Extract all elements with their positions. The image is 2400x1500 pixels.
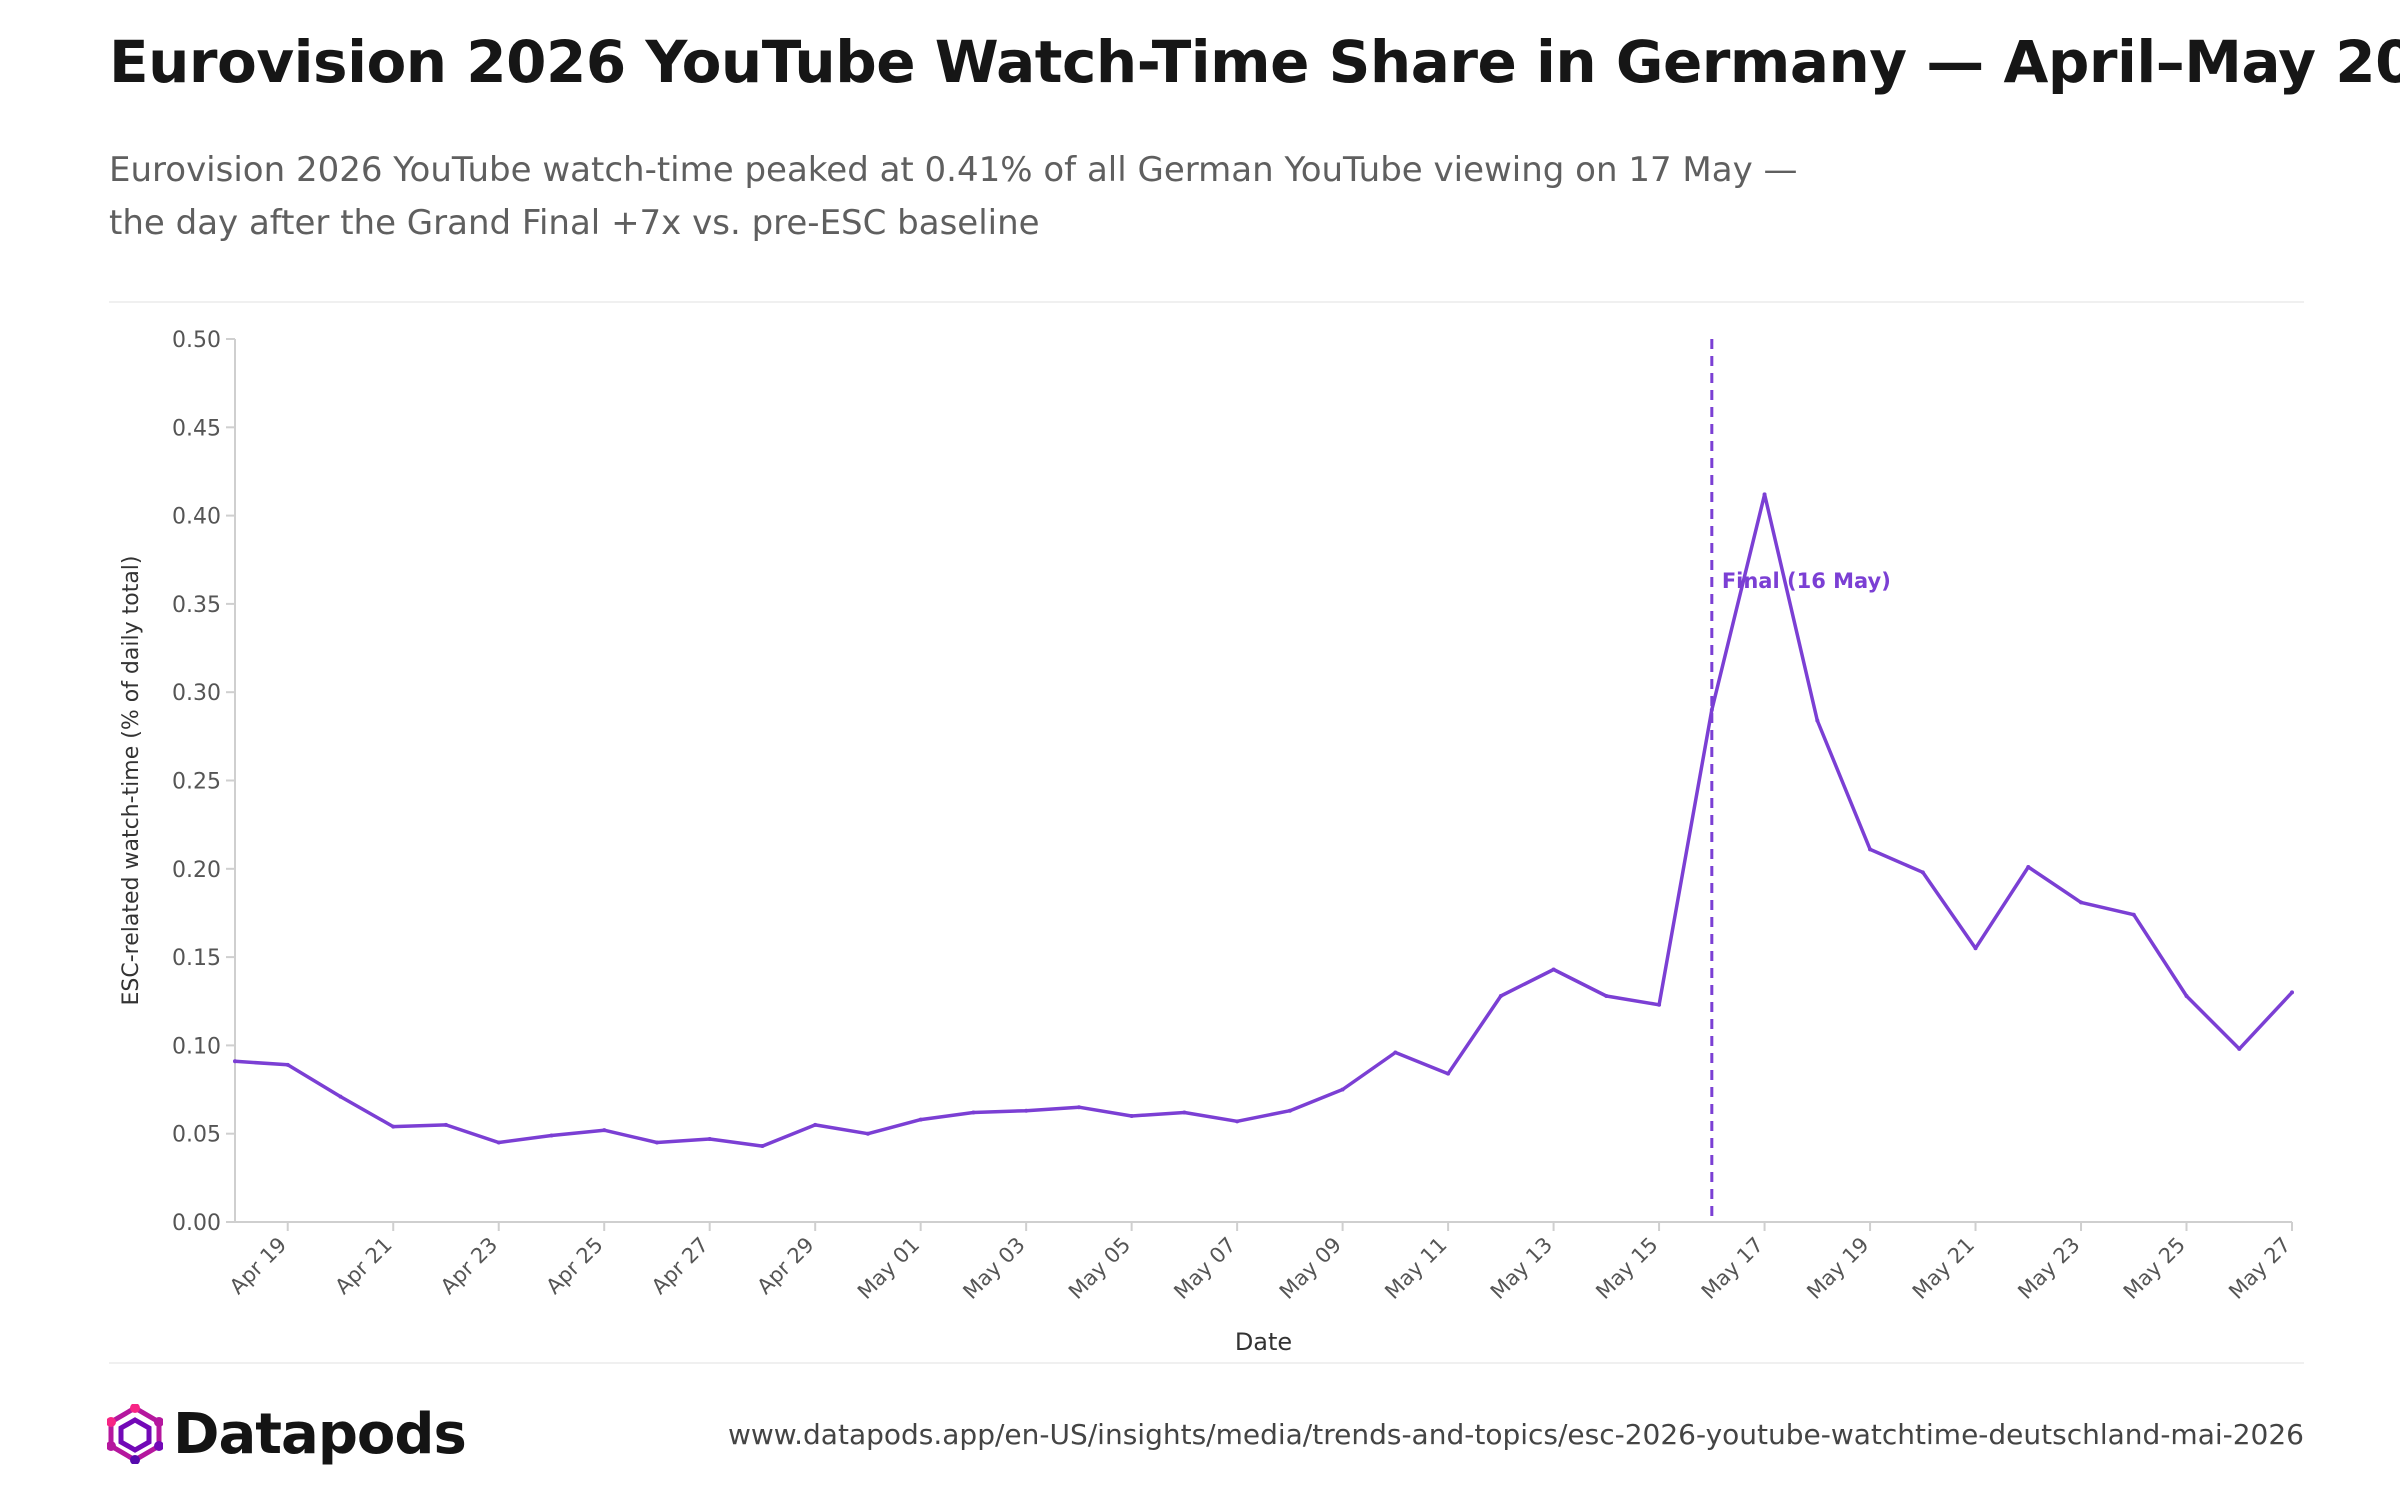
x-tick-label: May 17	[1697, 1233, 1768, 1304]
x-tick-label: Apr 19	[225, 1233, 291, 1299]
data-point	[918, 1117, 923, 1122]
data-point	[1182, 1110, 1187, 1115]
y-tick-label: 0.30	[172, 681, 221, 706]
y-tick-label: 0.15	[172, 946, 221, 971]
source-url[interactable]: www.datapods.app/en-US/insights/media/tr…	[728, 1418, 2304, 1451]
data-point	[496, 1140, 501, 1145]
page-title: Eurovision 2026 YouTube Watch-Time Share…	[109, 28, 2400, 96]
x-tick-label: Apr 23	[436, 1233, 502, 1299]
y-tick-label: 0.10	[172, 1034, 221, 1059]
x-tick-label: Apr 29	[752, 1233, 818, 1299]
data-point	[1604, 993, 1609, 998]
data-point	[391, 1124, 396, 1129]
y-tick-label: 0.20	[172, 858, 221, 883]
data-point	[707, 1136, 712, 1141]
y-tick-label: 0.50	[172, 328, 221, 353]
x-tick-label: May 25	[2119, 1233, 2190, 1304]
data-point	[233, 1059, 237, 1064]
x-tick-label: May 19	[1802, 1233, 1873, 1304]
x-tick-label: May 15	[1591, 1233, 1662, 1304]
data-point	[2184, 993, 2189, 998]
data-point	[2290, 990, 2294, 995]
data-point	[1498, 993, 1503, 998]
x-tick-label: May 01	[853, 1233, 924, 1304]
x-tick-label: May 27	[2224, 1233, 2295, 1304]
x-tick-label: May 07	[1169, 1233, 1240, 1304]
x-tick-label: Apr 27	[647, 1233, 713, 1299]
y-tick-label: 0.25	[172, 770, 221, 795]
y-tick-label: 0.35	[172, 593, 221, 618]
data-point	[1551, 967, 1556, 972]
data-point	[549, 1133, 554, 1138]
x-tick-label: May 03	[958, 1233, 1029, 1304]
y-axis: 0.00 0.05 0.10 0.15 0.20 0.25 0.30 0.35 0.40 0.45…	[172, 328, 236, 1236]
data-point	[1235, 1119, 1240, 1124]
brand-wordmark: Datapods	[173, 1401, 467, 1467]
x-tick-label: May 23	[2013, 1233, 2084, 1304]
data-point	[654, 1140, 659, 1145]
data-point	[1920, 870, 1925, 875]
datapods-logo-icon	[107, 1404, 163, 1464]
x-tick-label: Apr 25	[541, 1233, 607, 1299]
series-layer	[233, 492, 2294, 1149]
data-point	[1815, 718, 1820, 723]
data-point	[2131, 912, 2136, 917]
data-point	[1762, 492, 1767, 497]
y-tick-label: 0.00	[172, 1211, 221, 1236]
y-tick-label: 0.05	[172, 1123, 221, 1148]
data-point	[1709, 707, 1714, 712]
brand-logo[interactable]: Datapods	[107, 1401, 467, 1467]
x-tick-label: May 09	[1275, 1233, 1346, 1304]
x-axis-label: Date	[1235, 1328, 1292, 1356]
data-point	[1973, 946, 1978, 951]
data-point	[1446, 1071, 1451, 1076]
data-point	[2079, 900, 2084, 905]
series-line-0	[233, 492, 2294, 1148]
data-point	[1868, 847, 1873, 852]
data-point	[971, 1110, 976, 1115]
data-point	[285, 1062, 290, 1067]
data-point	[1287, 1108, 1292, 1113]
x-tick-label: May 21	[1908, 1233, 1979, 1304]
divider-top	[109, 301, 2304, 303]
x-tick-label: May 05	[1064, 1233, 1135, 1304]
x-axis: Apr 19 Apr 21 Apr 23 Apr 25 Apr 27 Apr 29 May …	[225, 1221, 2296, 1304]
data-point	[1024, 1108, 1029, 1113]
data-point	[1393, 1050, 1398, 1055]
data-point	[865, 1131, 870, 1136]
divider-bottom	[109, 1362, 2304, 1364]
x-tick-label: May 13	[1486, 1233, 1557, 1304]
data-point	[338, 1094, 343, 1099]
y-axis-label: ESC-related watch-time (% of daily total…	[119, 555, 144, 1005]
data-point	[2026, 865, 2031, 870]
data-point	[1076, 1105, 1081, 1110]
y-tick-label: 0.45	[172, 416, 221, 441]
data-point	[1129, 1114, 1134, 1119]
x-tick-label: Apr 21	[330, 1233, 396, 1299]
data-point	[602, 1128, 607, 1133]
x-tick-label: May 11	[1380, 1233, 1451, 1304]
data-point	[2237, 1046, 2242, 1051]
annotation-layer: Final (16 May)	[1710, 339, 1891, 1222]
data-point	[443, 1122, 448, 1127]
data-point	[760, 1144, 765, 1149]
data-point	[1657, 1002, 1662, 1007]
data-point	[813, 1122, 818, 1127]
data-point	[1340, 1087, 1345, 1092]
page-subtitle: Eurovision 2026 YouTube watch-time peake…	[109, 150, 1798, 243]
final-marker-label: Final (16 May)	[1722, 569, 1891, 593]
y-tick-label: 0.40	[172, 505, 221, 530]
